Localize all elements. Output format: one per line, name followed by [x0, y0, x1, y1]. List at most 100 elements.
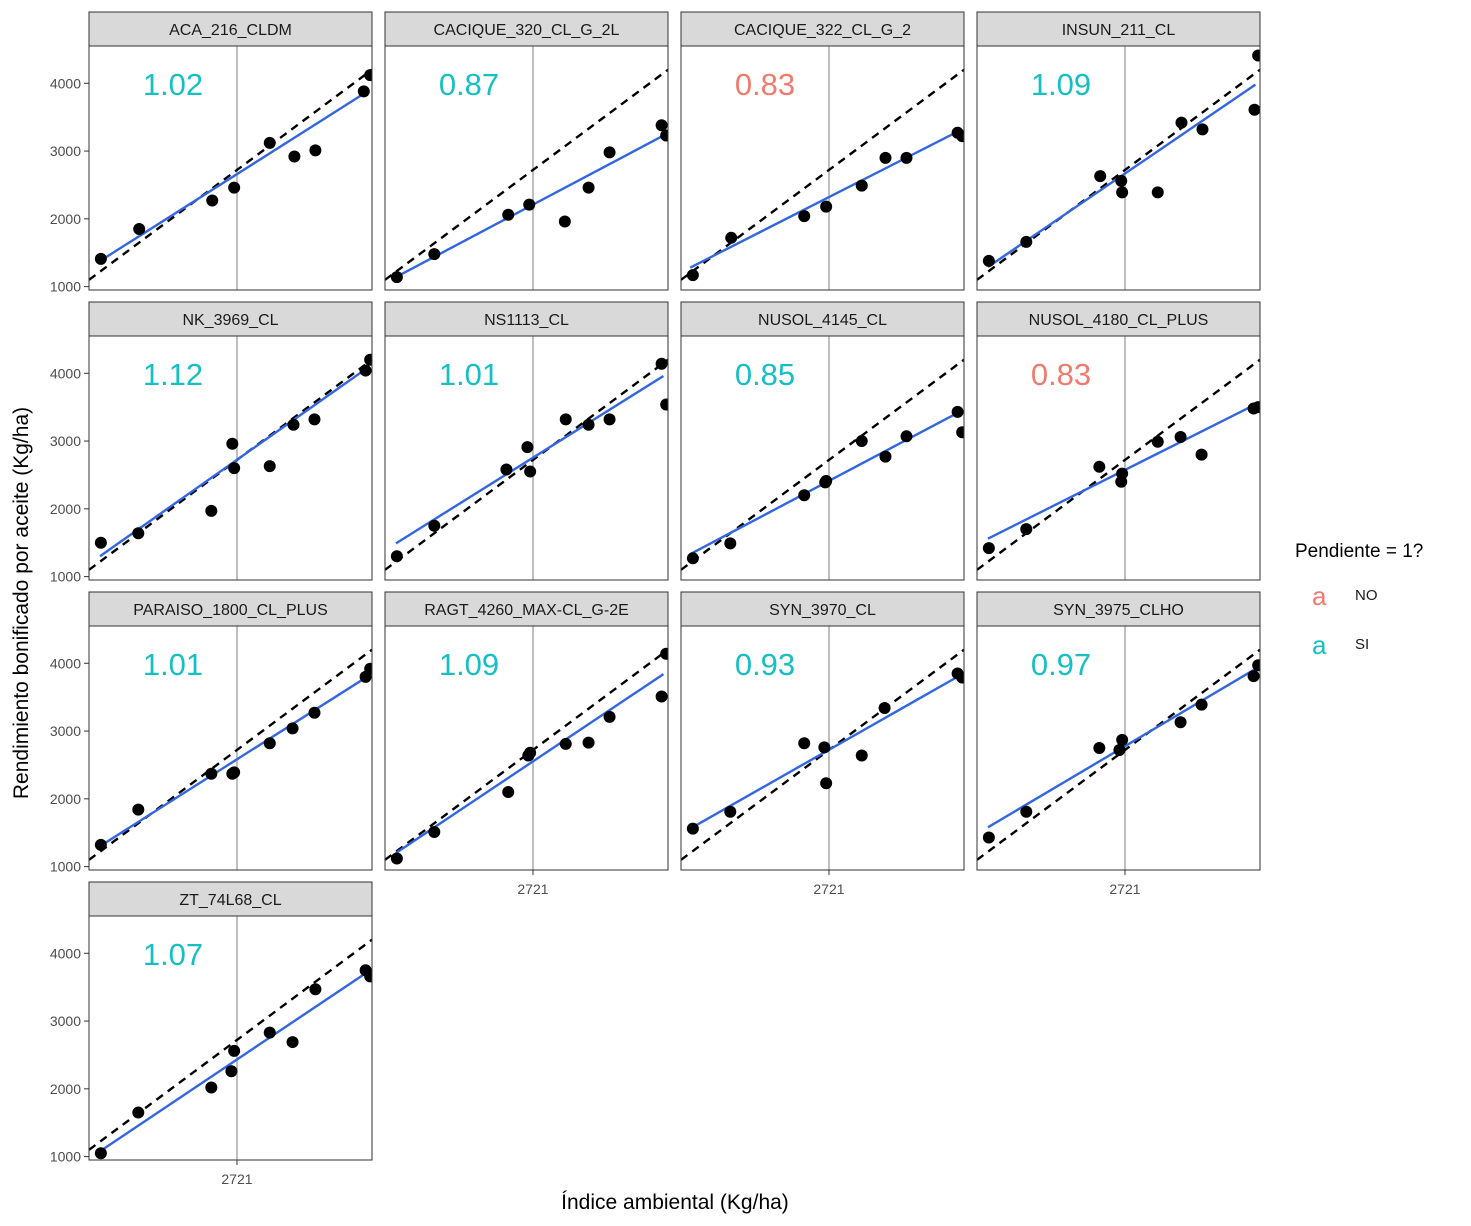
- y-tick-label: 3000: [50, 1013, 81, 1029]
- y-axis-title: Rendimiento bonificado por aceite (Kg/ha…: [10, 407, 33, 799]
- data-point: [308, 413, 321, 426]
- data-point: [502, 786, 515, 799]
- data-point: [228, 1044, 241, 1057]
- data-point: [263, 737, 276, 750]
- data-point: [94, 536, 107, 549]
- data-point: [1116, 733, 1129, 746]
- data-point: [225, 1065, 238, 1078]
- data-point: [820, 475, 833, 488]
- fit-line: [395, 374, 665, 545]
- data-point: [1196, 123, 1209, 136]
- data-point: [226, 437, 239, 450]
- data-point: [879, 151, 892, 164]
- legend-label-no: NO: [1355, 587, 1378, 604]
- slope-label: 1.07: [143, 937, 203, 972]
- panel-background: [977, 336, 1260, 580]
- data-point: [1151, 186, 1164, 199]
- data-point: [1252, 49, 1260, 62]
- data-point: [502, 208, 515, 221]
- data-point: [308, 706, 321, 719]
- data-point: [878, 702, 891, 715]
- y-tick-label: 4000: [50, 655, 81, 671]
- reference-line: [385, 68, 668, 281]
- data-point: [1174, 716, 1187, 729]
- facet-title: SYN_3970_CL: [769, 602, 876, 619]
- facet-panel: CACIQUE_320_CL_G_2L 0.87: [384, 11, 669, 291]
- panel-background: [681, 336, 964, 580]
- data-point: [357, 85, 370, 98]
- slope-label: 1.01: [143, 647, 203, 682]
- data-point: [956, 130, 964, 143]
- data-point: [879, 450, 892, 463]
- slope-label: 1.01: [439, 357, 499, 392]
- y-tick-label: 3000: [50, 143, 81, 159]
- y-tick-label: 3000: [50, 723, 81, 739]
- reference-line: [681, 648, 964, 861]
- data-point: [559, 413, 572, 426]
- data-point: [982, 542, 995, 555]
- y-tick-label: 3000: [50, 433, 81, 449]
- y-tick-label: 4000: [50, 365, 81, 381]
- data-point: [228, 462, 241, 475]
- plot-area: [385, 626, 668, 870]
- facet-title: ZT_74L68_CL: [179, 892, 281, 909]
- data-point: [309, 144, 322, 157]
- facet-panel: NS1113_CL 1.01: [384, 301, 669, 581]
- legend-title: Pendiente = 1?: [1295, 541, 1423, 562]
- panel-border: [680, 335, 965, 581]
- data-point: [1116, 186, 1129, 199]
- panel-border: [88, 625, 373, 871]
- plot-area: [977, 336, 1260, 580]
- data-point: [1020, 523, 1033, 536]
- fit-line: [689, 128, 963, 269]
- facet-strip: [384, 591, 669, 627]
- facet-title: CACIQUE_322_CL_G_2: [734, 22, 911, 39]
- data-point: [559, 737, 572, 750]
- data-point: [205, 767, 218, 780]
- slope-label: 0.85: [735, 357, 795, 392]
- facet-panel: NK_3969_CL 1.12: [88, 301, 373, 581]
- fit-line: [99, 366, 369, 558]
- data-point: [956, 426, 964, 439]
- data-point: [603, 710, 616, 723]
- panel-border: [976, 335, 1261, 581]
- data-point: [1247, 670, 1260, 683]
- data-point: [655, 119, 668, 132]
- data-point: [390, 550, 403, 563]
- data-point: [133, 223, 146, 235]
- panel-border: [976, 625, 1261, 871]
- facet-title: SYN_3975_CLHO: [1053, 602, 1184, 619]
- data-point: [686, 822, 699, 835]
- data-point: [1252, 659, 1260, 672]
- facet-panel: NUSOL_4145_CL 0.85: [680, 301, 965, 581]
- data-point: [1020, 235, 1033, 248]
- data-point: [390, 271, 403, 284]
- data-point: [1151, 435, 1164, 448]
- data-point: [1116, 467, 1129, 480]
- facet-panel: ZT_74L68_CL 1.07: [88, 881, 373, 1161]
- x-tick-label: 2721: [517, 881, 548, 897]
- data-point: [132, 527, 145, 540]
- panel-background: [681, 46, 964, 290]
- data-point: [582, 736, 595, 749]
- data-point: [900, 151, 913, 164]
- facet-panel: PARAISO_1800_CL_PLUS 1.01: [88, 591, 373, 871]
- facet-panel: SYN_3975_CLHO 0.97: [976, 591, 1261, 871]
- panel-background: [385, 336, 668, 580]
- data-point: [1248, 103, 1260, 116]
- panel-border: [680, 625, 965, 871]
- data-point: [1094, 170, 1107, 183]
- data-point: [1195, 448, 1208, 461]
- panel-background: [89, 46, 372, 290]
- facet-title: PARAISO_1800_CL_PLUS: [133, 602, 327, 619]
- data-point: [94, 1147, 107, 1160]
- plot-area: [385, 46, 668, 290]
- legend-key-no: a: [1312, 581, 1327, 611]
- data-point: [900, 430, 913, 443]
- facet-title: CACIQUE_320_CL_G_2L: [434, 22, 620, 39]
- slope-label: 1.09: [439, 647, 499, 682]
- data-point: [521, 441, 534, 454]
- fit-line: [99, 673, 371, 848]
- data-point: [263, 1026, 276, 1039]
- facet-panel: CACIQUE_322_CL_G_2 0.83: [680, 11, 965, 291]
